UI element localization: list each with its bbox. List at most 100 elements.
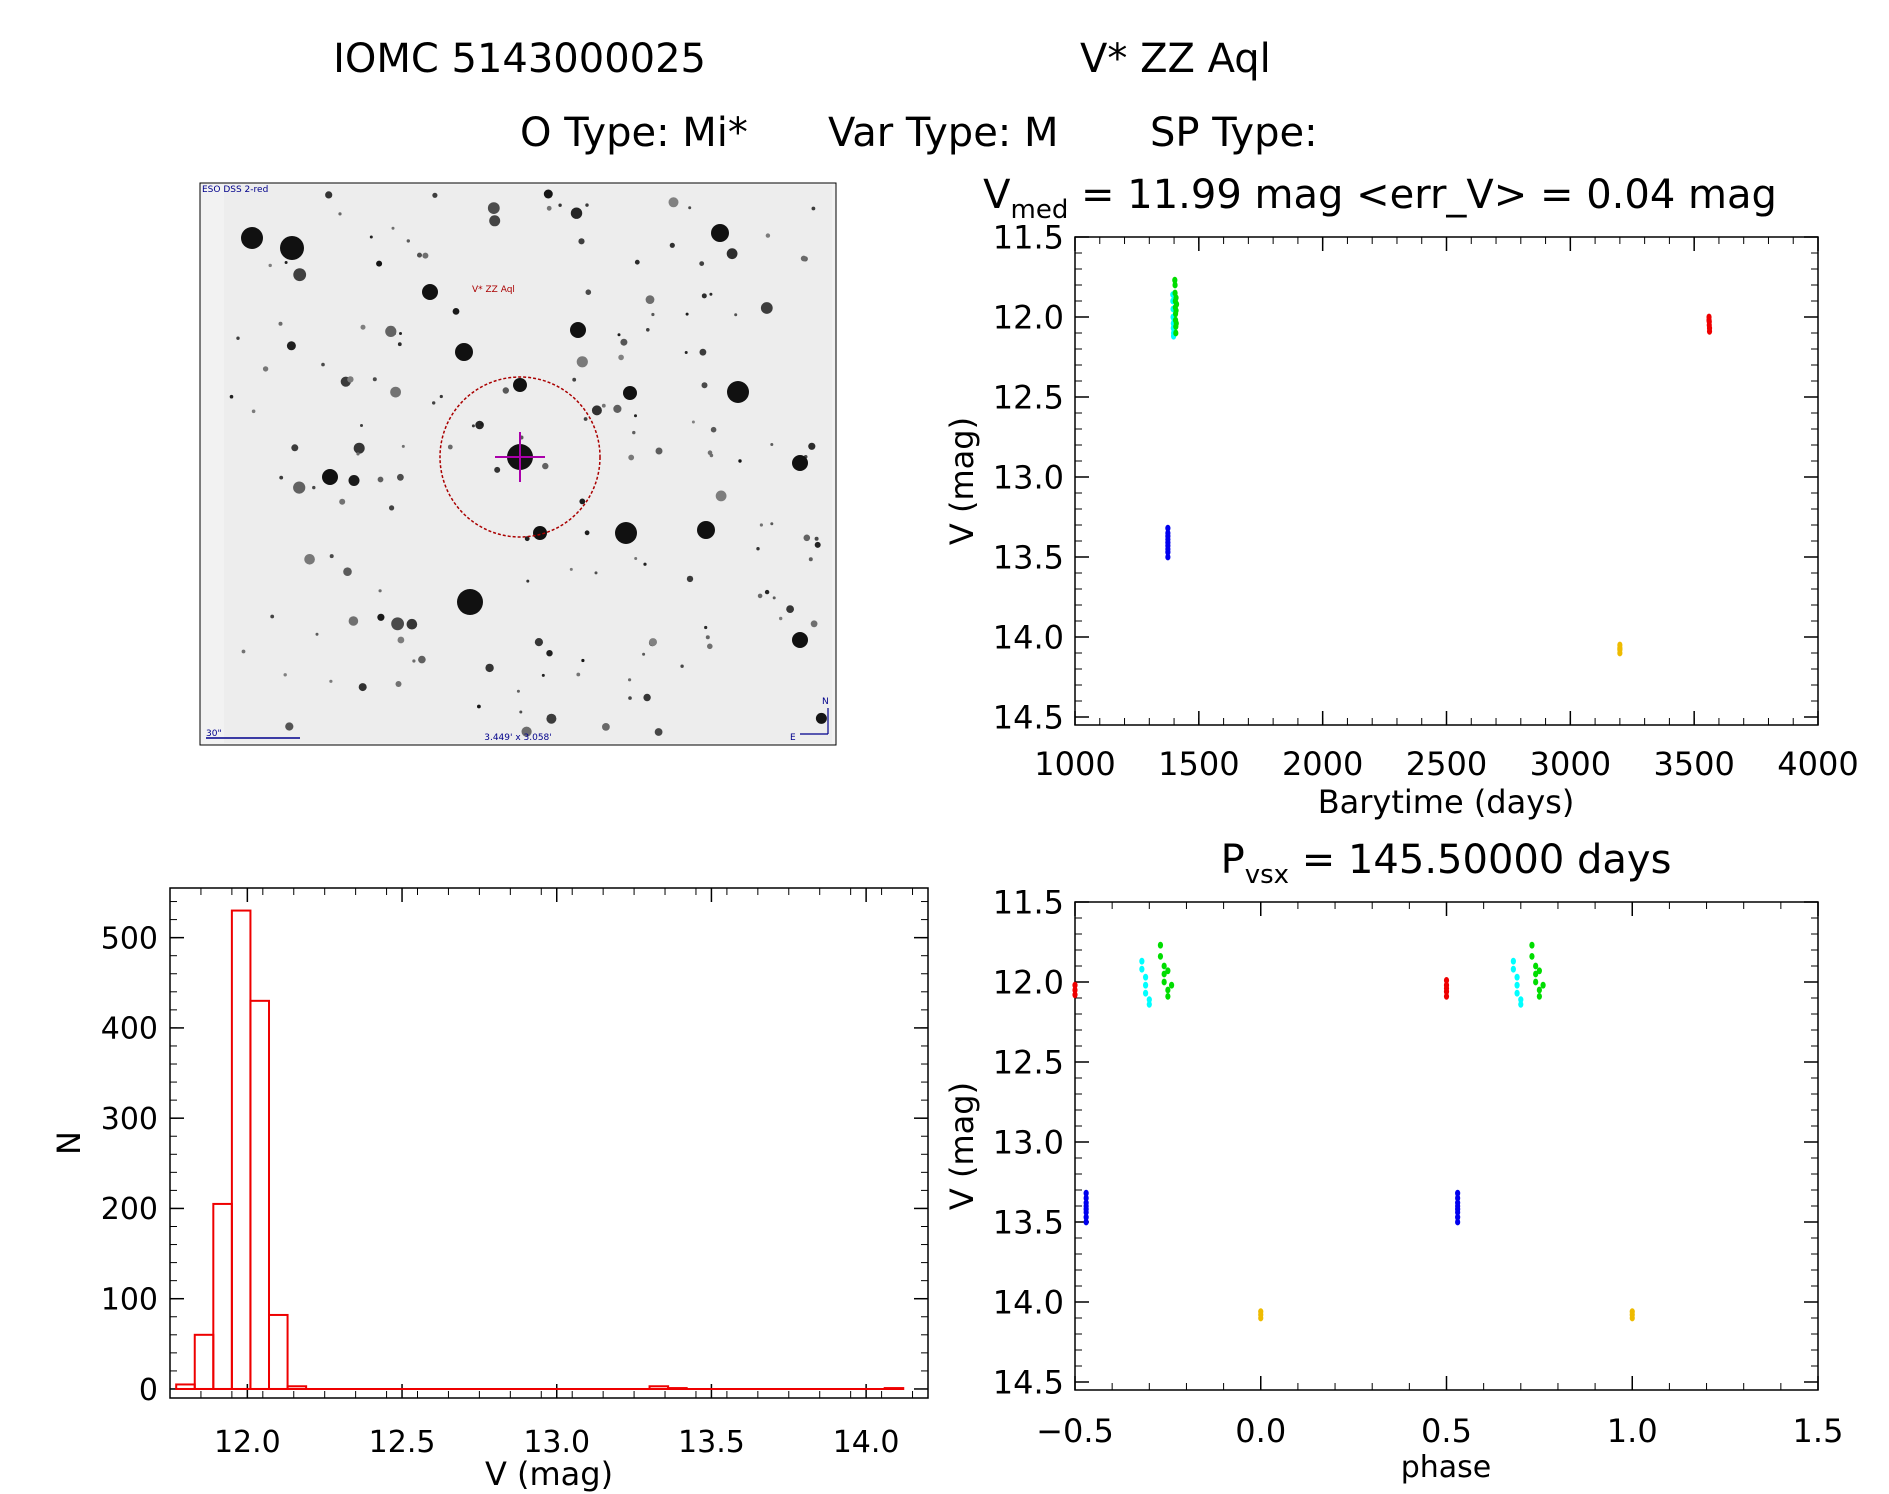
- finder-star: [377, 613, 385, 621]
- finder-star: [494, 466, 501, 473]
- finder-bright-star: [280, 236, 304, 260]
- data-point: [1161, 962, 1167, 970]
- histogram-bar: [193, 1333, 215, 1390]
- finder-star: [541, 673, 545, 677]
- finder-star: [516, 689, 520, 693]
- finder-star: [786, 605, 794, 613]
- lightcurve-ylabel: V (mag): [943, 417, 981, 545]
- finder-star: [432, 401, 436, 405]
- finder-star: [502, 387, 509, 394]
- phased-panel: Pvsx = 145.50000 days −0.5 0.0 0.5 1.0 1.5 11…: [943, 837, 1843, 1485]
- finder-star: [643, 693, 651, 702]
- finder-star: [395, 681, 402, 687]
- finder-star-field: [224, 185, 832, 743]
- histogram-bar: [883, 1387, 905, 1390]
- y-tick-label: 300: [101, 1102, 158, 1137]
- histogram-bar: [268, 1313, 289, 1390]
- y-tick-label: 12.0: [993, 299, 1064, 337]
- y-tick-label: 12.5: [993, 379, 1064, 417]
- phased-title-sub: vsx: [1245, 860, 1289, 890]
- data-point: [1173, 307, 1179, 314]
- finder-star: [634, 557, 638, 560]
- finder-star: [270, 614, 275, 619]
- finder-target-label: V* ZZ Aql: [472, 285, 515, 295]
- data-point: [1533, 978, 1539, 986]
- finder-star: [521, 726, 532, 737]
- data-point: [1083, 1209, 1089, 1216]
- finder-star: [591, 405, 602, 416]
- x-tick-label: 0.0: [1235, 1412, 1286, 1450]
- finder-star: [343, 567, 352, 576]
- histogram-bar: [286, 1385, 308, 1390]
- finder-star: [655, 447, 663, 455]
- finder-star: [579, 498, 586, 505]
- data-point: [1455, 1218, 1461, 1226]
- data-point: [1173, 329, 1179, 337]
- finder-star: [329, 554, 334, 559]
- finder-star: [489, 215, 501, 227]
- finder-star: [707, 643, 713, 650]
- finder-bright-star: [792, 632, 808, 648]
- y-tick-label: 13.5: [993, 539, 1064, 577]
- finder-star: [432, 192, 438, 198]
- lightcurve-title: Vmed = 11.99 mag <err_V> = 0.04 mag: [983, 172, 1777, 225]
- lightcurve-ticks: 1000 1500 2000 2500 3000 3500 4000 11.5 12.0 12.5…: [993, 219, 1859, 783]
- finder-star: [347, 376, 354, 383]
- data-point: [1139, 965, 1145, 973]
- finder-star: [417, 252, 422, 258]
- data-point: [1083, 1218, 1089, 1226]
- histogram-bar: [230, 909, 252, 1390]
- data-point: [1083, 1213, 1089, 1221]
- finder-star: [779, 616, 783, 621]
- finder-star: [642, 652, 646, 656]
- data-point: [1173, 294, 1179, 302]
- title-o-type: O Type: Mi*: [520, 110, 748, 156]
- target-circle: [439, 376, 601, 538]
- finder-star: [312, 485, 316, 490]
- finder-star: [397, 473, 404, 481]
- lightcurve-points: [1165, 276, 1713, 657]
- y-tick-label: 14.0: [993, 1284, 1064, 1322]
- finder-star: [618, 354, 624, 361]
- finder-star: [634, 259, 640, 265]
- finder-star: [726, 248, 738, 260]
- finder-star: [406, 239, 410, 243]
- finder-star: [808, 557, 813, 562]
- data-point: [1617, 649, 1623, 657]
- finder-star: [338, 212, 342, 216]
- finder-star: [772, 596, 776, 600]
- histogram-bar: [648, 1385, 670, 1390]
- finder-star: [810, 620, 818, 628]
- y-tick-label: 12.0: [993, 964, 1064, 1002]
- finder-star: [688, 206, 692, 210]
- phased-ylabel: V (mag): [943, 1082, 981, 1210]
- finder-star: [471, 424, 475, 428]
- finder-survey-label: ESO DSS 2-red: [202, 185, 268, 195]
- x-tick-label: 4000: [1777, 745, 1858, 783]
- lightcurve-title-sub: med: [1011, 195, 1069, 225]
- x-tick-label: 2000: [1282, 745, 1363, 783]
- histogram-bar: [249, 999, 271, 1390]
- finder-star: [524, 536, 530, 542]
- finder-star: [389, 505, 395, 511]
- finder-star: [643, 562, 647, 566]
- data-point: [1072, 991, 1078, 999]
- data-point: [1161, 970, 1167, 978]
- y-tick-label: 100: [101, 1283, 158, 1318]
- finder-star: [546, 205, 552, 211]
- finder-star: [628, 454, 635, 461]
- finder-star: [477, 704, 481, 709]
- finder-star: [634, 414, 637, 418]
- finder-star: [321, 362, 325, 367]
- data-point: [1165, 986, 1171, 994]
- finder-star: [800, 255, 807, 262]
- finder-star: [699, 261, 705, 266]
- finder-star: [385, 325, 397, 337]
- x-tick-label: 3000: [1530, 745, 1611, 783]
- finder-star: [291, 444, 299, 452]
- finder-star: [558, 203, 562, 207]
- data-point: [1514, 973, 1520, 981]
- lightcurve-title-rest: = 11.99 mag <err_V> = 0.04 mag: [1068, 172, 1777, 218]
- histogram-bar: [667, 1387, 688, 1390]
- finder-bright-star: [457, 589, 483, 615]
